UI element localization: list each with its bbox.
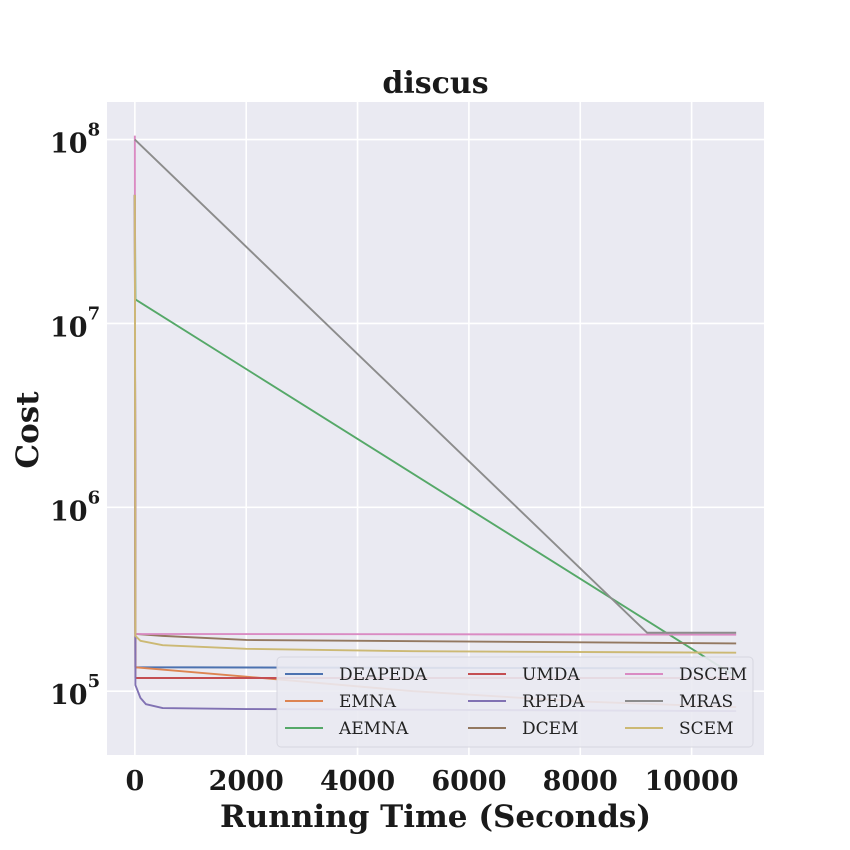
- legend-item-scem: SCEM: [625, 719, 733, 739]
- x-tick-label: 0: [125, 766, 144, 797]
- x-tick-label: 4000: [320, 766, 395, 797]
- x-tick-label: 2000: [209, 766, 284, 797]
- y-tick-label: 105: [50, 671, 100, 711]
- legend-item-dcem: DCEM: [468, 719, 578, 739]
- y-tick-label: 106: [50, 487, 100, 527]
- legend-item-rpeda: RPEDA: [468, 692, 585, 712]
- legend: DEAPEDA EMNA AEMNA UMDA RPEDA DCEM DSCEM MRAS SC…: [276, 656, 754, 748]
- legend-label: MRAS: [679, 692, 733, 712]
- legend-label: DEAPEDA: [339, 665, 428, 685]
- series-line-mras: [134, 138, 737, 634]
- legend-item-mras: MRAS: [625, 692, 733, 712]
- y-axis-ticks: 105 106 107 108: [50, 120, 100, 712]
- x-tick-label: 10000: [645, 766, 739, 797]
- legend-label: DSCEM: [679, 665, 747, 685]
- y-axis-label: Cost: [10, 391, 46, 469]
- legend-item-dscem: DSCEM: [625, 665, 747, 685]
- legend-item-emna: EMNA: [285, 692, 397, 712]
- legend-label: RPEDA: [522, 692, 585, 712]
- x-axis-ticks: 0 2000 4000 6000 8000 10000: [125, 766, 738, 797]
- series-line-scem: [133, 194, 737, 654]
- legend-frame: [276, 656, 754, 748]
- series-line-rpeda: [133, 194, 737, 713]
- y-tick-label: 108: [50, 120, 100, 160]
- legend-label: EMNA: [339, 692, 397, 712]
- legend-label: SCEM: [679, 719, 733, 739]
- legend-label: UMDA: [522, 665, 580, 685]
- legend-label: AEMNA: [338, 719, 409, 739]
- x-tick-label: 8000: [543, 766, 618, 797]
- y-tick-label: 107: [50, 303, 100, 343]
- chart-title: discus: [382, 66, 488, 101]
- legend-item-aemna: AEMNA: [285, 719, 409, 739]
- legend-item-deapeda: DEAPEDA: [285, 665, 428, 685]
- legend-item-umda: UMDA: [468, 665, 580, 685]
- legend-label: DCEM: [522, 719, 578, 739]
- x-axis-label: Running Time (Seconds): [220, 799, 651, 835]
- x-tick-label: 6000: [431, 766, 506, 797]
